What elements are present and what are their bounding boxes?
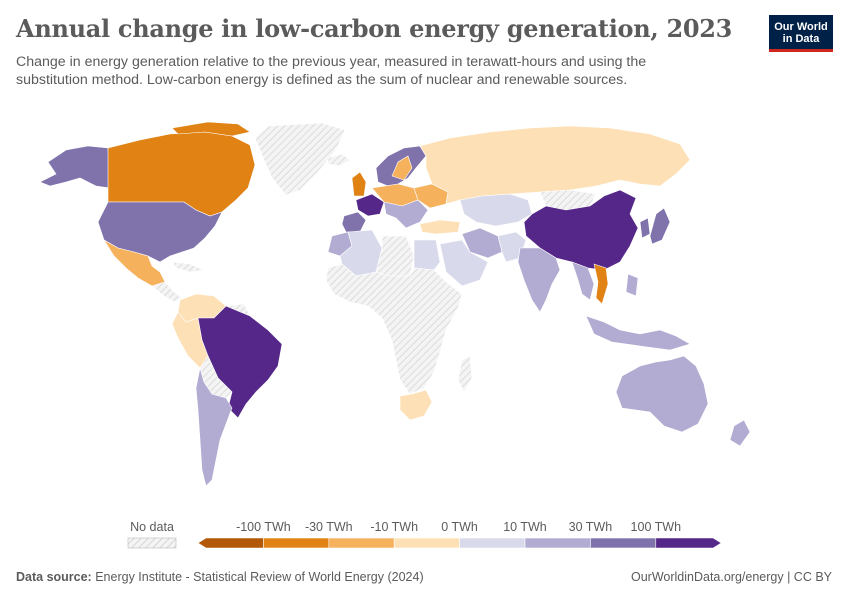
legend-bin-6[interactable] [590, 537, 657, 549]
site-attribution[interactable]: OurWorldinData.org/energy | CC BY [630, 570, 832, 584]
region-korea[interactable] [639, 217, 651, 239]
legend-tick-label: 10 TWh [503, 520, 547, 534]
legend-bin-3[interactable] [393, 537, 460, 549]
legend-tick-label: -30 TWh [305, 520, 353, 534]
region-greenland[interactable] [254, 122, 346, 196]
chart-subtitle: Change in energy generation relative to … [16, 54, 647, 88]
region-philippines[interactable] [625, 273, 639, 297]
legend-tick-label: -100 TWh [236, 520, 291, 534]
legend-bin-7[interactable] [655, 537, 722, 549]
legend-bin-2[interactable] [328, 537, 395, 549]
region-iberia[interactable] [341, 211, 367, 233]
region-iceland[interactable] [327, 153, 351, 167]
owid-logo[interactable]: Our World in Data [769, 15, 833, 52]
legend-bin-4[interactable] [459, 537, 526, 549]
region-mexico[interactable] [103, 239, 166, 287]
chart-title: Annual change in low-carbon energy gener… [16, 14, 733, 43]
legend-no-data-swatch[interactable] [127, 537, 177, 549]
legend-tick-label: 100 TWh [631, 520, 682, 534]
region-caribbean[interactable] [171, 261, 206, 273]
region-russia[interactable] [419, 125, 691, 205]
region-saudi-arabia[interactable] [439, 239, 489, 287]
legend-no-data-label: No data [130, 520, 174, 534]
logo-line-1: Our World [774, 21, 828, 33]
region-alaska[interactable] [39, 145, 111, 189]
legend-tick-label: 30 TWh [569, 520, 613, 534]
legend-tick-label: -10 TWh [370, 520, 418, 534]
region-south-africa[interactable] [399, 389, 433, 421]
region-india[interactable] [517, 247, 561, 313]
legend-tick-label: 0 TWh [441, 520, 478, 534]
source-text[interactable]: Energy Institute - Statistical Review of… [95, 570, 424, 584]
legend-bin-1[interactable] [263, 537, 330, 549]
region-france[interactable] [355, 193, 385, 217]
region-myanmar-thailand[interactable] [571, 261, 595, 301]
region-kazakhstan[interactable] [459, 193, 533, 227]
region-central-america[interactable] [151, 281, 183, 303]
logo-line-2: in Data [782, 33, 820, 45]
region-indonesia[interactable] [585, 315, 691, 351]
data-source: Data source: Energy Institute - Statisti… [16, 570, 424, 584]
legend-bin-0[interactable] [197, 537, 264, 549]
region-turkey[interactable] [419, 219, 461, 235]
region-canada-arctic[interactable] [171, 121, 251, 137]
region-australia[interactable] [615, 355, 709, 433]
region-vietnam[interactable] [593, 263, 609, 305]
region-argentina-chile[interactable] [195, 367, 233, 487]
world-map [39, 121, 751, 487]
region-sub-saharan-africa[interactable] [325, 263, 463, 395]
region-libya[interactable] [375, 235, 415, 277]
region-sweden[interactable] [391, 155, 413, 181]
region-madagascar[interactable] [457, 355, 473, 393]
region-new-zealand[interactable] [729, 419, 751, 447]
legend-bin-5[interactable] [524, 537, 591, 549]
region-uk[interactable] [351, 171, 367, 197]
source-label: Data source: [16, 570, 92, 584]
region-japan[interactable] [649, 207, 671, 245]
region-italy-balkans[interactable] [383, 199, 429, 229]
map-legend: No data -100 TWh -30 TWh -10 TWh 0 TWh 10 TWh… [127, 520, 722, 549]
region-egypt[interactable] [413, 239, 441, 271]
